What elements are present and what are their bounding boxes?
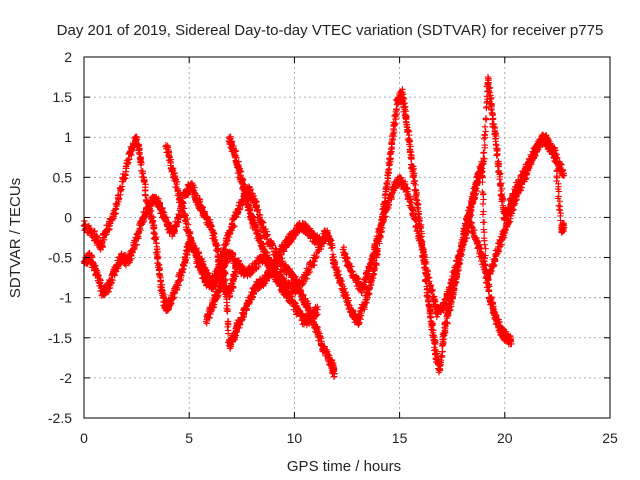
data-point [480, 219, 487, 226]
data-point [152, 236, 159, 243]
data-point [405, 127, 412, 134]
data-point [136, 151, 143, 158]
data-point [180, 265, 187, 273]
data-point [173, 183, 180, 191]
data-point [142, 181, 149, 188]
data-point [182, 256, 189, 263]
data-point [128, 252, 135, 260]
data-point [170, 290, 177, 298]
data-point [171, 226, 178, 234]
data-point [306, 268, 314, 276]
data-point [98, 242, 106, 250]
data-point [139, 170, 147, 177]
data-point [211, 236, 219, 244]
data-point [255, 263, 262, 271]
data-point [126, 257, 134, 264]
data-point [305, 269, 312, 276]
data-point [196, 195, 203, 203]
data-point [114, 201, 121, 208]
data-point [161, 215, 169, 222]
data-point [198, 203, 206, 211]
data-point [133, 133, 140, 141]
data-point [382, 185, 390, 192]
data-point [117, 187, 124, 195]
data-point [200, 209, 208, 216]
data-point [95, 272, 102, 280]
data-point [168, 300, 175, 307]
series-A [80, 133, 330, 314]
data-point [155, 262, 162, 269]
data-point [109, 277, 116, 284]
data-point [387, 149, 394, 157]
data-point [482, 245, 489, 252]
chart-title: Day 201 of 2019, Sidereal Day-to-day VTE… [57, 22, 604, 39]
data-point [196, 198, 204, 206]
series-F [329, 86, 515, 376]
data-point [311, 258, 318, 265]
data-point [214, 246, 222, 253]
data-point [145, 206, 152, 214]
data-point [154, 254, 162, 262]
data-point [91, 227, 98, 235]
data-point [135, 141, 142, 148]
data-point [159, 208, 166, 215]
grid-layer [84, 57, 610, 418]
data-point [479, 200, 487, 208]
data-point [125, 155, 132, 163]
data-point [124, 160, 131, 167]
data-point [123, 165, 130, 172]
data-point [252, 260, 259, 268]
data-point [142, 192, 149, 199]
data-point [122, 172, 129, 179]
data-point [210, 229, 217, 237]
data-point [115, 195, 123, 202]
data-point [179, 269, 186, 276]
data-point [412, 186, 419, 193]
data-point [160, 294, 167, 301]
data-point [137, 161, 145, 168]
data-point [103, 289, 111, 296]
data-point [184, 248, 191, 256]
data-point [156, 264, 164, 272]
data-point [176, 212, 184, 220]
data-point [479, 211, 487, 218]
data-point [107, 220, 114, 227]
data-point [118, 186, 125, 193]
data-point [190, 187, 198, 194]
data-point [93, 267, 100, 274]
data-point [111, 268, 119, 276]
data-point [173, 286, 180, 293]
points-layer [80, 73, 568, 381]
data-point [93, 232, 100, 239]
data-point [113, 203, 120, 210]
data-point [118, 183, 126, 190]
data-point [133, 241, 141, 249]
data-point [224, 308, 231, 315]
data-point [194, 192, 201, 199]
data-point [167, 301, 174, 308]
data-point [141, 178, 148, 185]
data-point [101, 236, 108, 244]
